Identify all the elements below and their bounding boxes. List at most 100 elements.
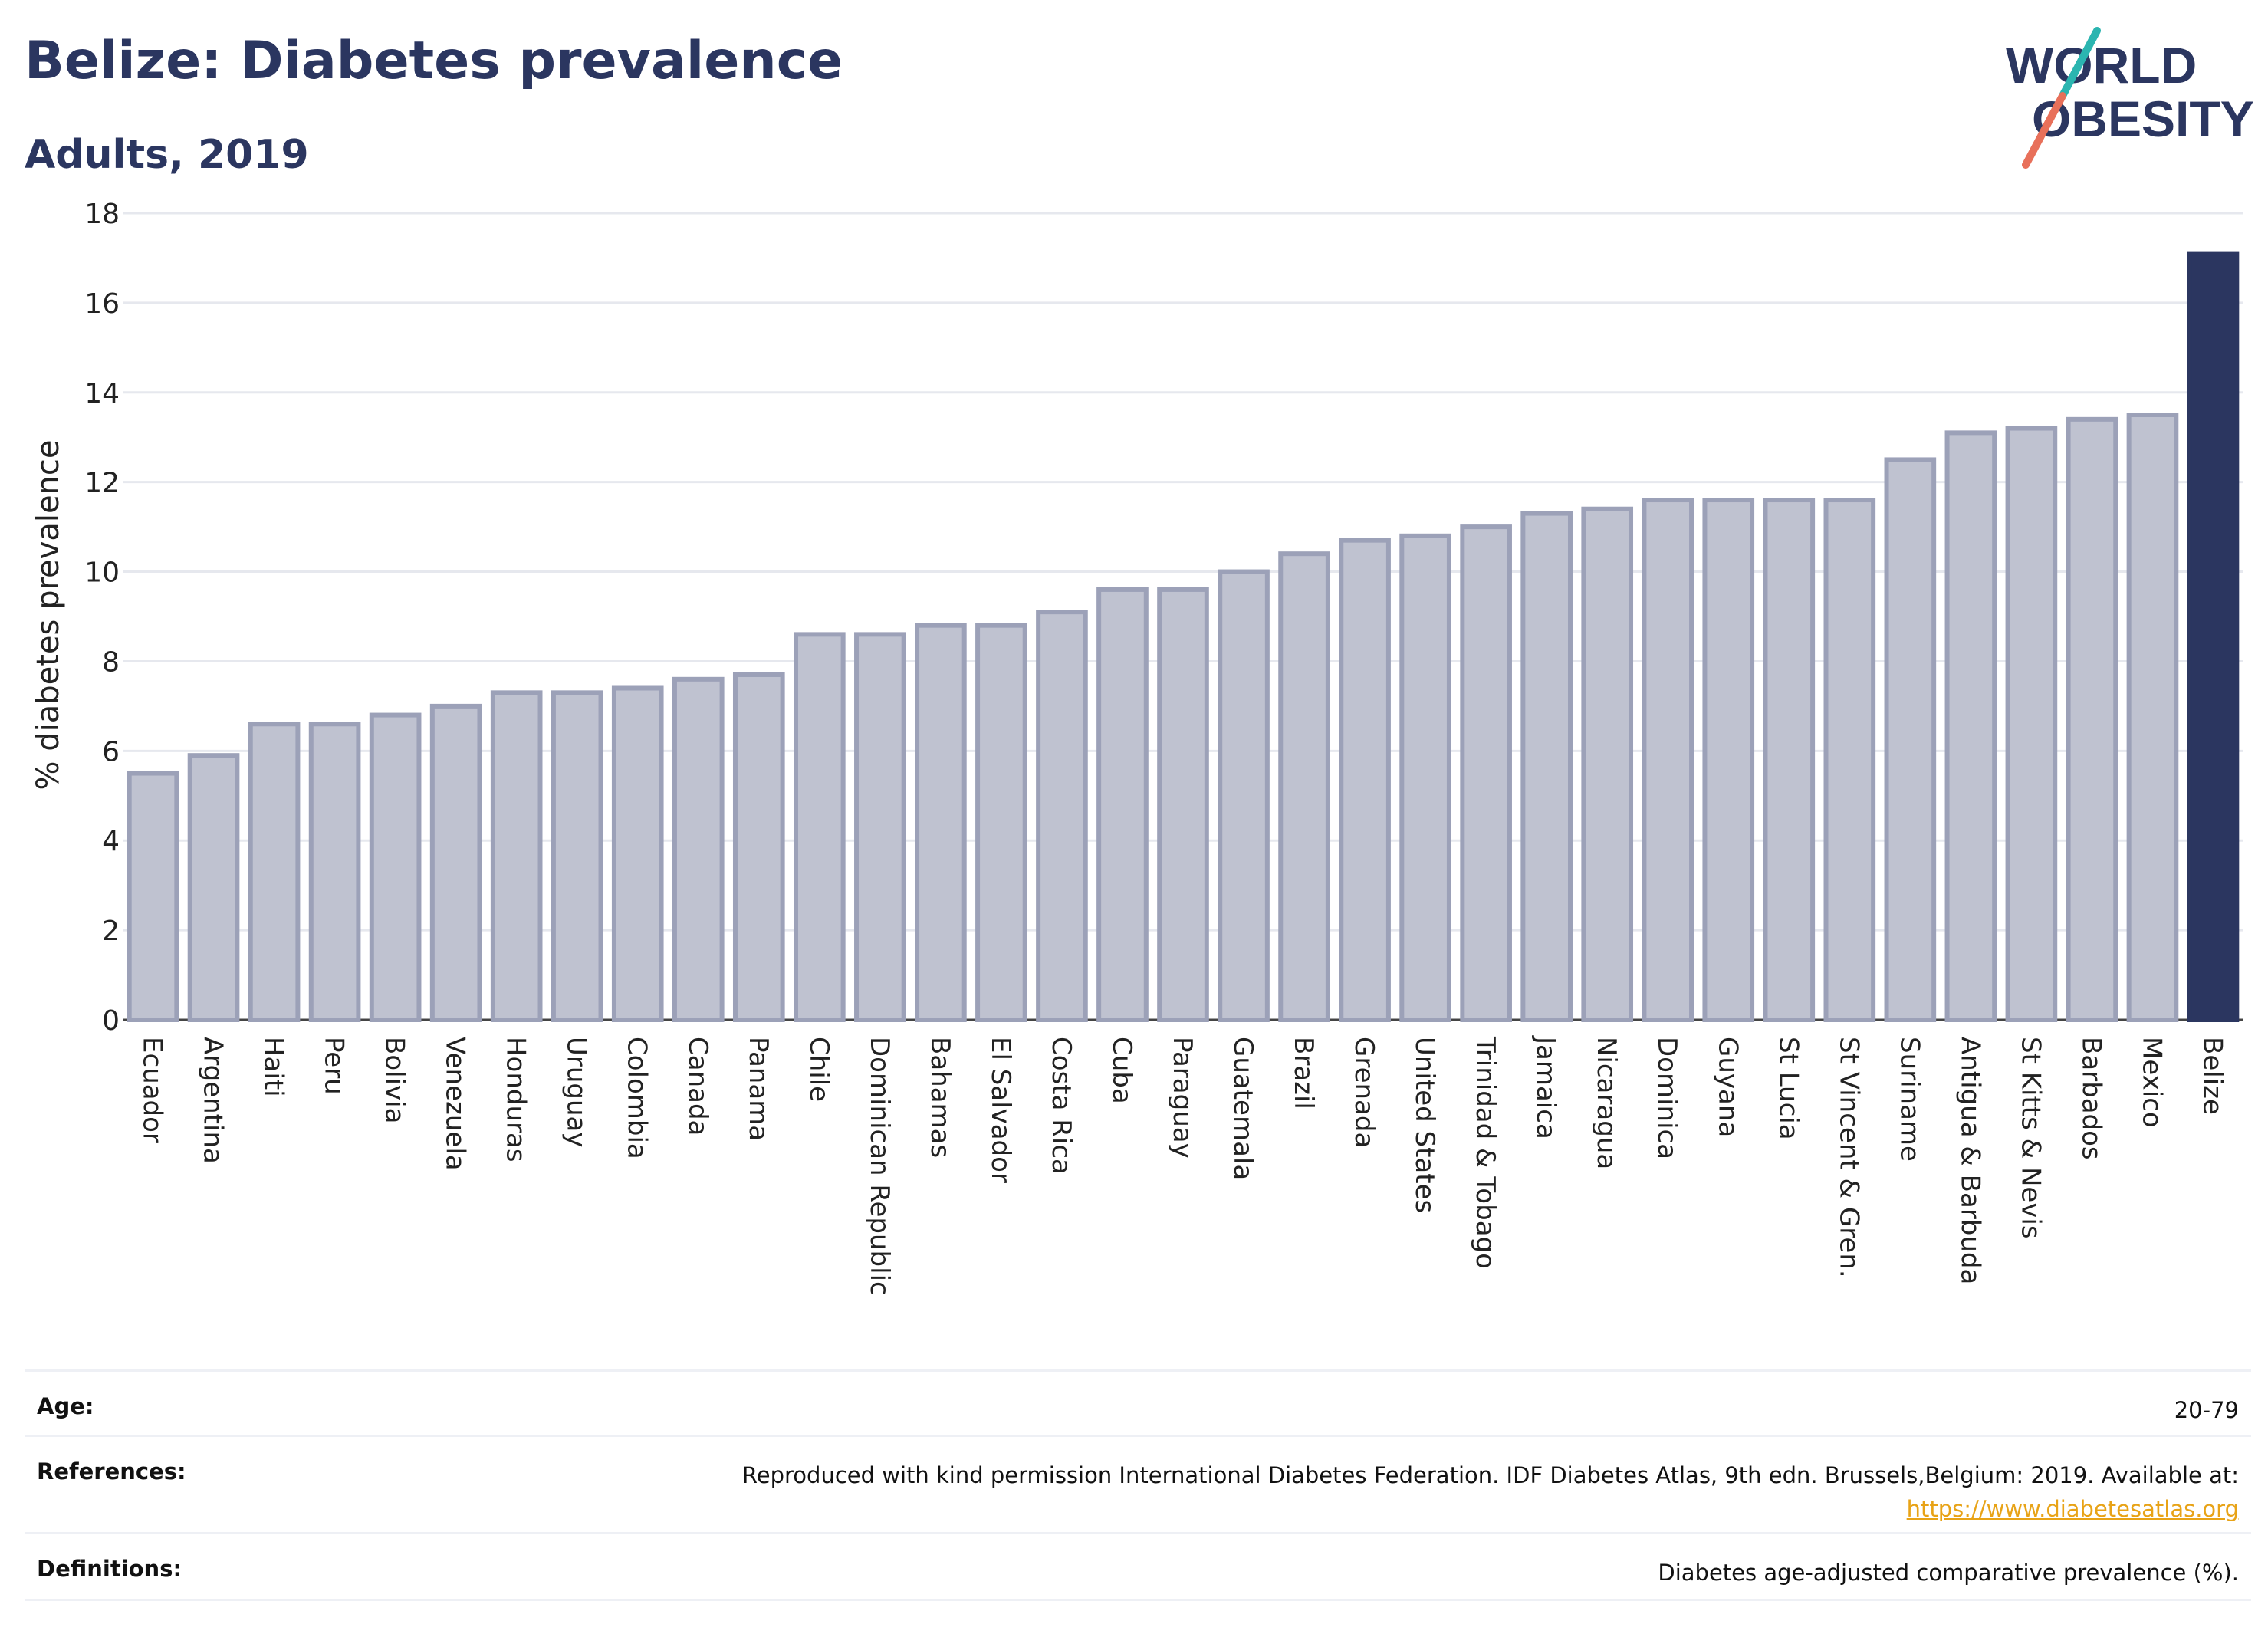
x-tick-label: El Salvador xyxy=(985,1037,1016,1183)
x-tick-label: Panama xyxy=(743,1037,774,1141)
x-tick-label: Paraguay xyxy=(1167,1037,1198,1159)
bar-st-vincent-gren- xyxy=(1823,498,1876,1022)
x-tick-label: Honduras xyxy=(501,1037,531,1162)
x-tick-label: Costa Rica xyxy=(1046,1037,1076,1175)
logo-slash-top xyxy=(2059,27,2101,100)
references-link[interactable]: https://www.diabetesatlas.org xyxy=(1906,1496,2239,1522)
x-tick-label: Ecuador xyxy=(137,1037,168,1143)
bar-costa-rica xyxy=(1036,610,1088,1022)
x-tick-label: Grenada xyxy=(1349,1037,1379,1148)
x-tick-label: Guyana xyxy=(1712,1037,1743,1137)
y-tick-label: 2 xyxy=(102,916,120,947)
age-label: Age: xyxy=(37,1393,94,1419)
bar-jamaica xyxy=(1520,511,1573,1022)
y-axis-label: % diabetes prevalence xyxy=(31,439,66,790)
references-label: References: xyxy=(37,1458,186,1484)
references-text: Reproduced with kind permission Internat… xyxy=(741,1462,2239,1488)
bar-dominica xyxy=(1642,498,1694,1022)
y-tick-label: 16 xyxy=(84,288,120,320)
footer-row-definitions: Definitions: Diabetes age-adjusted compa… xyxy=(25,1532,2251,1601)
bar-bahamas xyxy=(915,623,967,1022)
y-tick-label: 12 xyxy=(84,468,120,499)
x-tick-label: St Kitts & Nevis xyxy=(2015,1037,2046,1239)
definitions-label: Definitions: xyxy=(37,1556,182,1582)
x-tick-labels: Ecuador Argentina Haiti Peru Bolivia Venezuel… xyxy=(137,1035,2228,1296)
x-tick-label: Argentina xyxy=(198,1037,228,1164)
bar-uruguay xyxy=(551,690,603,1022)
x-tick-label: Peru xyxy=(319,1037,350,1095)
bar-st-lucia xyxy=(1763,498,1816,1022)
bar-haiti xyxy=(248,722,301,1022)
y-tick-label: 0 xyxy=(102,1005,120,1037)
bar-chile xyxy=(794,632,846,1023)
bar-guatemala xyxy=(1218,569,1270,1022)
x-tick-label: Bolivia xyxy=(380,1037,410,1123)
bar-el-salvador xyxy=(975,623,1027,1022)
bar-antigua-barbuda xyxy=(1944,430,1997,1022)
x-tick-label: Venezuela xyxy=(440,1037,471,1171)
x-tick-label: Cuba xyxy=(1106,1037,1137,1104)
bar-mexico xyxy=(2126,413,2179,1022)
y-tick-label: 8 xyxy=(102,646,120,678)
y-tick-label: 6 xyxy=(102,736,120,768)
bar-chart: 0 2 4 6 8 10 12 14 16 18 Ecuador Argentina Haiti Per… xyxy=(31,199,2243,1296)
x-tick-label: Colombia xyxy=(622,1037,652,1159)
x-tick-label: Barbados xyxy=(2076,1037,2106,1160)
bar-suriname xyxy=(1884,457,1937,1022)
bar-belize xyxy=(2187,251,2240,1023)
logo-line2: OBESITY xyxy=(2032,90,2254,147)
y-tick-label: 14 xyxy=(84,378,120,409)
bar-cuba xyxy=(1096,587,1149,1022)
bar-honduras xyxy=(490,690,543,1022)
footer-info: Age: 20-79 References: Reproduced with k… xyxy=(25,1369,2251,1601)
x-tick-label: Jamaica xyxy=(1530,1035,1561,1139)
bar-colombia xyxy=(611,685,664,1022)
bar-barbados xyxy=(2066,416,2118,1022)
bar-panama xyxy=(732,672,785,1022)
x-tick-label: Guatemala xyxy=(1228,1037,1258,1180)
bar-venezuela xyxy=(429,703,482,1023)
x-tick-label: Dominica xyxy=(1652,1037,1682,1159)
chart-title: Belize: Diabetes prevalence xyxy=(25,31,843,91)
x-tick-label: Bahamas xyxy=(925,1037,955,1158)
x-tick-label: Antigua & Barbuda xyxy=(1954,1037,1985,1284)
bar-trinidad-tobago xyxy=(1460,524,1512,1022)
logo-slash-bottom xyxy=(2022,92,2066,169)
x-tick-label: Suriname xyxy=(1894,1037,1925,1162)
x-tick-label: Belize xyxy=(2197,1037,2227,1115)
y-tick-label: 18 xyxy=(84,199,120,230)
definitions-value: Diabetes age-adjusted comparative preval… xyxy=(1658,1560,2239,1586)
bar-ecuador xyxy=(127,771,179,1022)
bar-nicaragua xyxy=(1581,506,1634,1022)
bar-argentina xyxy=(187,753,240,1023)
world-obesity-logo: WORLD OBESITY xyxy=(2006,27,2254,169)
bar-peru xyxy=(308,722,361,1022)
x-tick-label: Nicaragua xyxy=(1591,1037,1622,1169)
bar-brazil xyxy=(1278,551,1330,1022)
x-tick-label: Canada xyxy=(682,1037,713,1136)
footer-row-age: Age: 20-79 xyxy=(25,1369,2251,1435)
bar-bolivia xyxy=(369,712,422,1022)
x-tick-label: Mexico xyxy=(2136,1037,2167,1128)
bar-st-kitts-nevis xyxy=(2005,426,2058,1022)
chart-subtitle: Adults, 2019 xyxy=(25,132,309,178)
bar-canada xyxy=(672,676,725,1022)
y-tick-labels: 0 2 4 6 8 10 12 14 16 18 xyxy=(84,199,120,1037)
x-tick-label: Brazil xyxy=(1288,1037,1319,1110)
x-tick-label: Trinidad & Tobago xyxy=(1470,1036,1500,1269)
footer-row-references: References: Reproduced with kind permiss… xyxy=(25,1435,2251,1532)
x-tick-label: United States xyxy=(1409,1037,1440,1213)
y-tick-label: 10 xyxy=(84,557,120,589)
bar-united-states xyxy=(1399,533,1451,1022)
bar-grenada xyxy=(1339,538,1391,1022)
age-value: 20-79 xyxy=(2174,1397,2239,1423)
logo-line1: WORLD xyxy=(2006,37,2197,94)
references-value: Reproduced with kind permission Internat… xyxy=(742,1458,2239,1526)
bar-guyana xyxy=(1702,498,1755,1022)
bar-paraguay xyxy=(1157,587,1209,1022)
bars xyxy=(127,251,2240,1023)
bar-dominican-republic xyxy=(854,632,906,1023)
x-tick-label: Uruguay xyxy=(561,1037,592,1148)
y-tick-label: 4 xyxy=(102,826,120,857)
x-tick-label: St Lucia xyxy=(1773,1037,1803,1140)
